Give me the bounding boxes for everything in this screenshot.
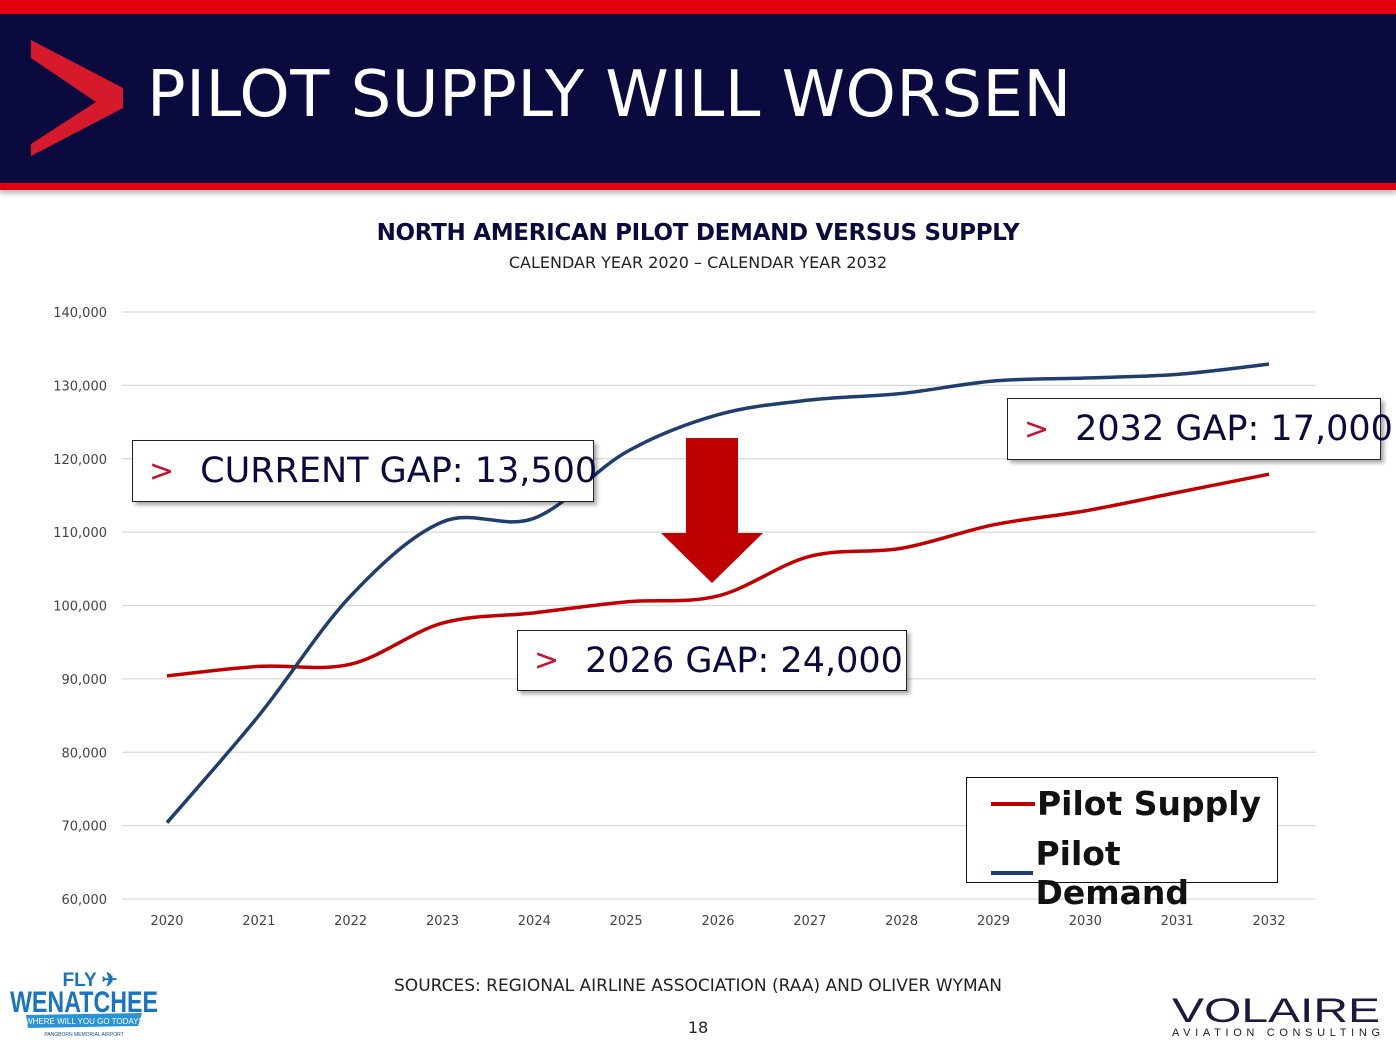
sources-note: SOURCES: REGIONAL AIRLINE ASSOCIATION (R… [394,976,1002,996]
svg-text:VOLAIRE: VOLAIRE [1172,992,1380,1030]
y-tick-label: 110,000 [53,526,107,541]
chevron-icon: > [1024,411,1050,447]
chart-legend: Pilot Supply Pilot Demand [966,777,1278,912]
chevron-icon: > [534,643,560,678]
legend-label: Pilot Demand [1035,834,1189,912]
x-tick-label: 2022 [334,914,367,929]
x-tick-label: 2032 [1252,914,1285,929]
y-tick-label: 70,000 [62,820,108,835]
x-tick-label: 2029 [977,914,1010,929]
page-number: 18 [687,1018,709,1037]
x-tick-label: 2028 [885,914,918,929]
y-tick-label: 60,000 [62,893,108,908]
y-tick-label: 130,000 [53,379,107,394]
annotation-label: 2032 GAP: 17,000 [1075,409,1393,449]
annotation-2032-gap: > 2032 GAP: 17,000 [1007,398,1393,460]
legend-swatch [991,801,1035,806]
legend-label: Pilot Supply [1037,784,1262,823]
annotation-2026-gap: > 2026 GAP: 24,000 [517,630,907,691]
x-tick-label: 2030 [1069,914,1102,929]
y-tick-label: 120,000 [53,453,107,468]
down-arrow [661,438,763,583]
volaire-logo: VOLAIRE AVIATION CONSULTING [1172,992,1380,1039]
svg-text:PANGBORN MEMORIAL AIRPORT: PANGBORN MEMORIAL AIRPORT [44,1032,123,1038]
annotation-label: CURRENT GAP: 13,500 [200,451,598,491]
series-line-demand [165,362,1270,824]
header-accent-line [0,183,1396,190]
fly-wenatchee-logo: FLY ✈ WENATCHEE WHERE WILL YOU GO TODAY?… [10,970,158,1038]
header-banner [0,14,1396,184]
chevron-icon: > [149,453,175,489]
svg-text:FLY ✈: FLY ✈ [63,970,118,991]
top-accent-bar [0,0,1396,14]
y-tick-label: 90,000 [62,673,108,688]
annotation-current-gap: > CURRENT GAP: 13,500 [132,440,598,502]
x-tick-label: 2025 [610,914,643,929]
x-tick-label: 2023 [426,914,459,929]
chart-title: NORTH AMERICAN PILOT DEMAND VERSUS SUPPL… [376,220,1020,246]
y-tick-label: 80,000 [62,746,108,761]
legend-item-supply: Pilot Supply [991,784,1261,823]
x-tick-label: 2024 [518,914,551,929]
x-tick-label: 2020 [150,914,183,929]
annotation-label: 2026 GAP: 24,000 [585,640,903,681]
chevron-icon [31,40,123,156]
legend-item-demand: Pilot Demand [991,834,1277,912]
x-tick-label: 2027 [793,914,826,929]
y-tick-label: 100,000 [53,600,107,615]
legend-swatch [991,871,1034,875]
x-tick-label: 2031 [1161,914,1194,929]
chart-subtitle: CALENDAR YEAR 2020 – CALENDAR YEAR 2032 [508,253,888,272]
y-tick-label: 140,000 [53,306,107,321]
x-tick-label: 2026 [701,914,734,929]
page-title: PILOT SUPPLY WILL WORSEN [147,58,1072,132]
svg-text:WHERE WILL YOU GO TODAY?: WHERE WILL YOU GO TODAY? [25,1017,143,1026]
x-tick-label: 2021 [242,914,275,929]
